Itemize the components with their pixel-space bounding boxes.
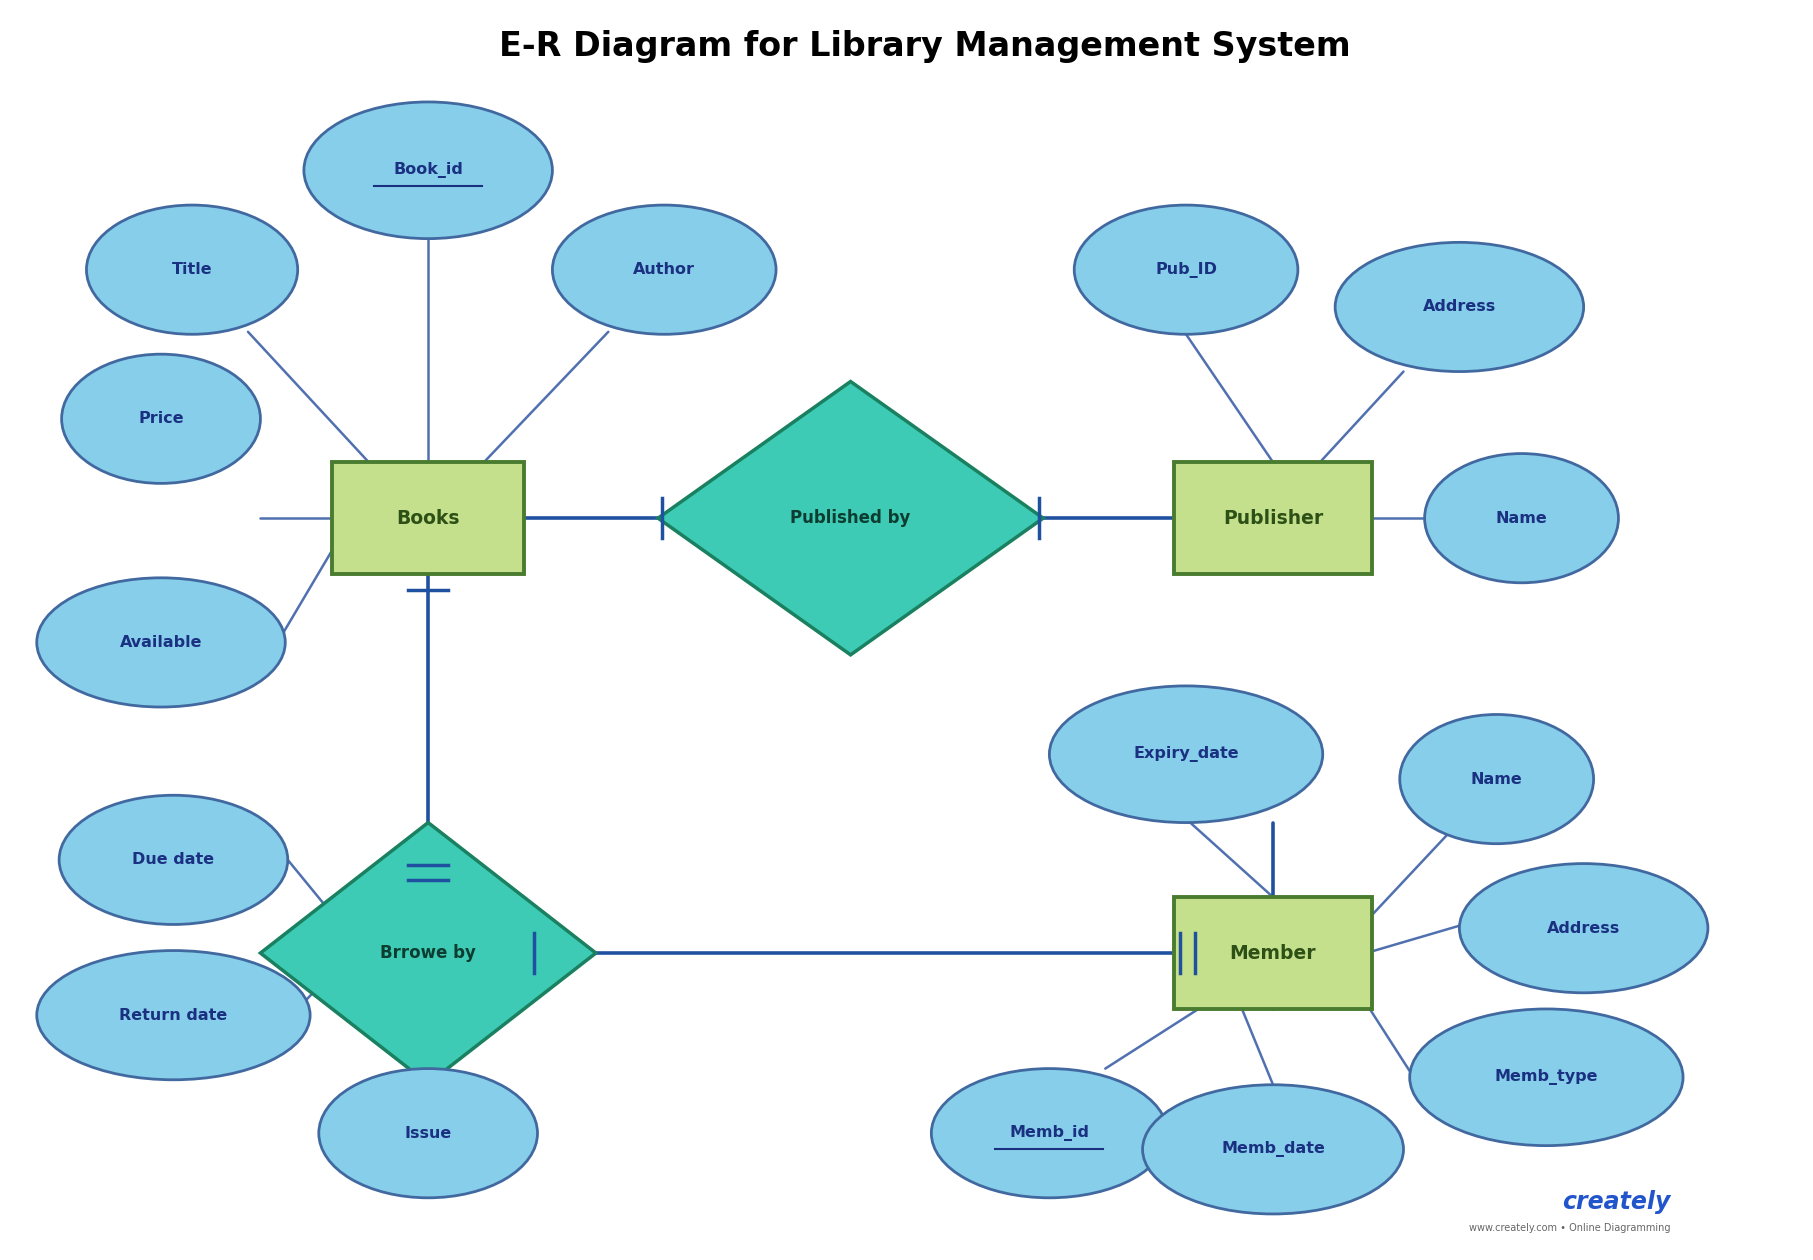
Text: Memb_date: Memb_date [1222,1142,1325,1158]
Ellipse shape [932,1068,1168,1198]
Ellipse shape [87,205,297,334]
Text: Name: Name [1496,510,1548,525]
Ellipse shape [1425,454,1619,583]
FancyBboxPatch shape [332,462,524,575]
Polygon shape [261,823,596,1084]
Ellipse shape [305,102,553,238]
Text: E-R Diagram for Library Management System: E-R Diagram for Library Management Syste… [499,29,1351,63]
Ellipse shape [553,205,776,334]
Ellipse shape [1142,1085,1403,1213]
Ellipse shape [1075,205,1298,334]
Text: Return date: Return date [120,1008,228,1023]
Ellipse shape [1334,242,1583,372]
FancyBboxPatch shape [1173,897,1372,1009]
Text: Available: Available [120,635,203,650]
Text: Book_id: Book_id [393,163,462,178]
Text: Name: Name [1470,771,1523,786]
Text: Address: Address [1423,300,1496,315]
Ellipse shape [60,795,288,925]
Text: Publisher: Publisher [1224,509,1323,528]
Polygon shape [658,382,1042,655]
Text: creately: creately [1563,1189,1670,1213]
Ellipse shape [36,578,285,707]
Text: Books: Books [397,509,461,528]
Text: Brrowe by: Brrowe by [381,944,477,963]
Ellipse shape [62,354,261,484]
Text: Address: Address [1546,921,1621,936]
Ellipse shape [36,950,310,1080]
Text: Author: Author [633,262,694,277]
Ellipse shape [319,1068,537,1198]
Text: Due date: Due date [132,852,214,867]
Text: Memb_id: Memb_id [1010,1125,1090,1142]
Ellipse shape [1050,685,1323,823]
Text: Price: Price [138,411,183,426]
Text: www.creately.com • Online Diagramming: www.creately.com • Online Diagramming [1469,1222,1670,1232]
Text: Memb_type: Memb_type [1494,1070,1597,1085]
Text: Expiry_date: Expiry_date [1133,746,1238,762]
Text: Title: Title [172,262,212,277]
Ellipse shape [1411,1009,1682,1145]
Text: Member: Member [1229,944,1316,963]
Ellipse shape [1459,863,1708,993]
Text: Published by: Published by [790,509,910,527]
Text: Pub_ID: Pub_ID [1155,262,1217,277]
Text: Issue: Issue [404,1125,451,1140]
Ellipse shape [1400,714,1594,844]
FancyBboxPatch shape [1173,462,1372,575]
